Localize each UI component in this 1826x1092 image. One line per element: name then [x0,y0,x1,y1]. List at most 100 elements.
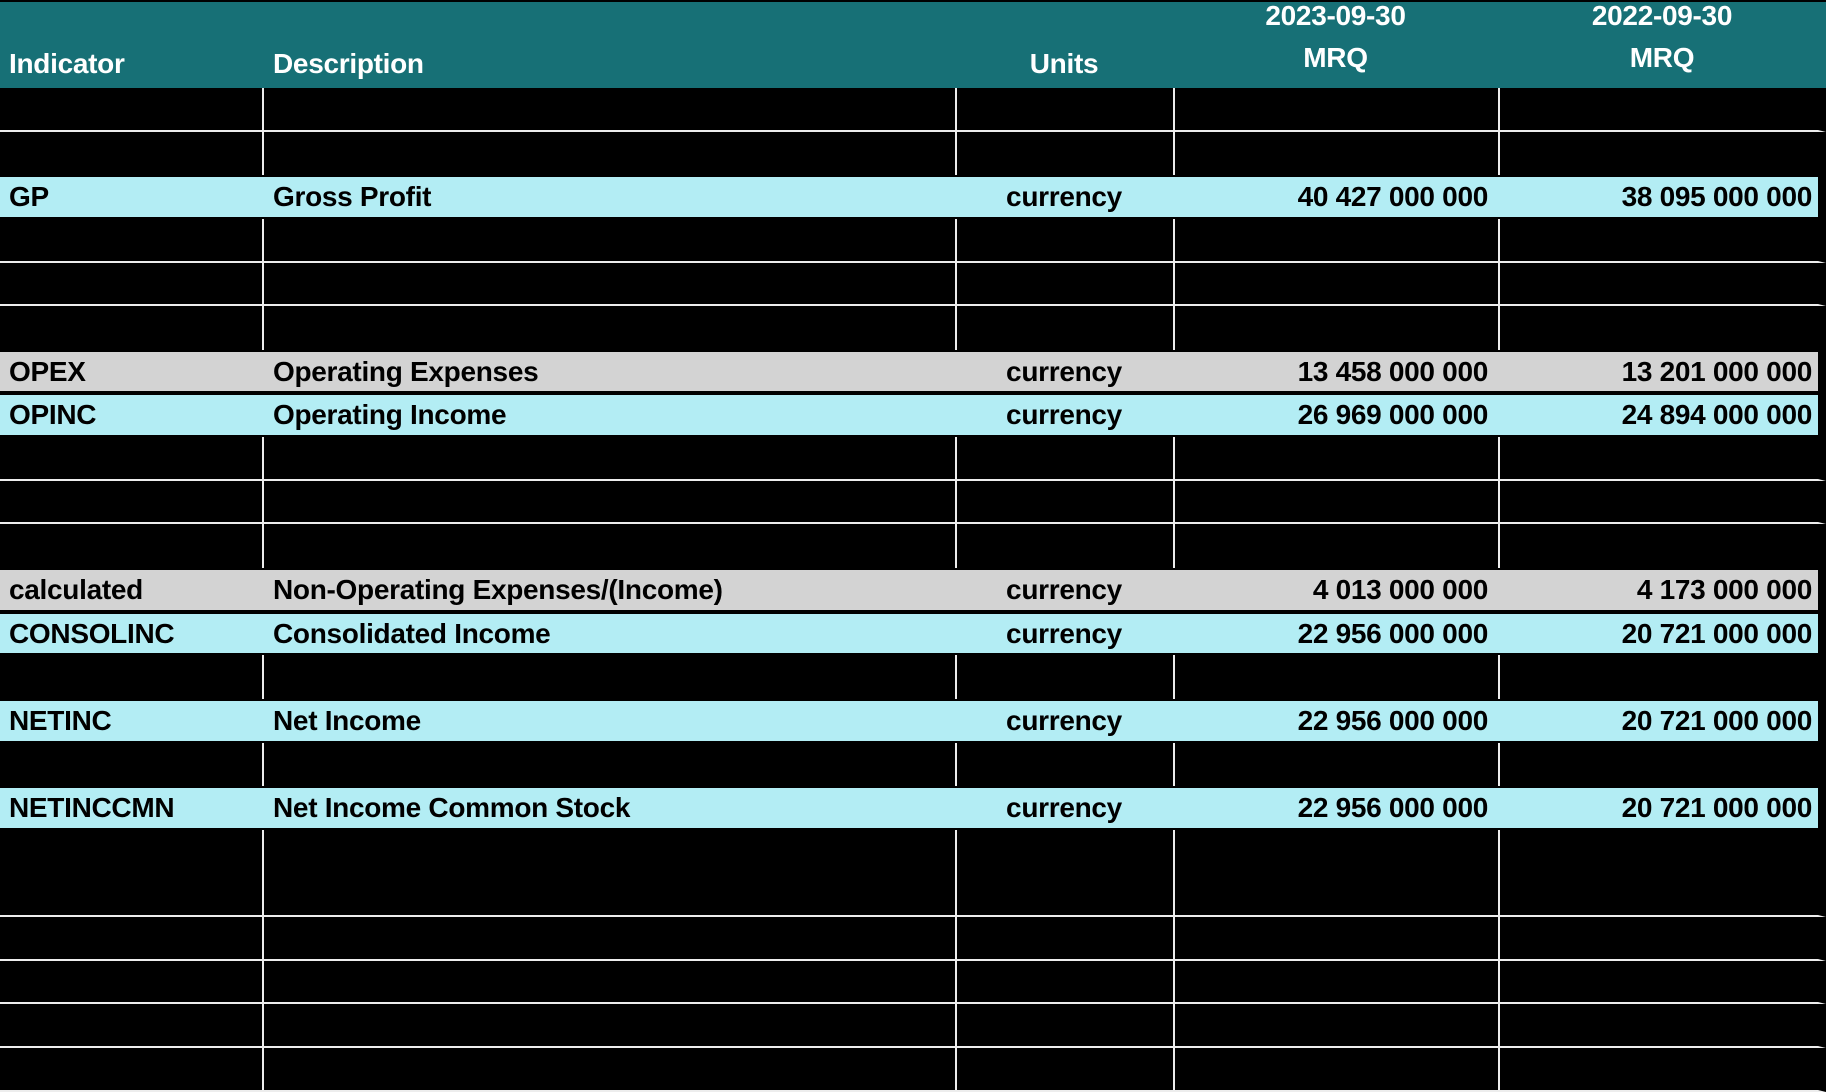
empty-cell-description[interactable] [262,873,955,916]
empty-cell-units[interactable] [955,1048,1173,1090]
cell-mrq-2023[interactable]: 22 956 000 000 [1297,704,1489,736]
empty-cell-description[interactable] [262,131,955,176]
cell-description[interactable]: Operating Income [273,399,507,431]
cell-units[interactable]: currency [1006,617,1122,649]
empty-cell-mrq-2022[interactable] [1498,88,1818,130]
cell-mrq-2022[interactable]: 20 721 000 000 [1621,617,1813,649]
empty-cell-mrq-2023[interactable] [1173,742,1498,787]
empty-cell-units[interactable] [955,131,1173,176]
cell-indicator[interactable]: NETINC [9,704,112,736]
cell-mrq-2023[interactable]: 4 013 000 000 [1312,573,1488,605]
empty-cell-mrq-2022[interactable] [1498,218,1818,261]
cell-description[interactable]: Operating Expenses [273,355,539,387]
cell-units[interactable]: currency [1006,355,1122,387]
empty-cell-units[interactable] [955,480,1173,523]
cell-description[interactable]: Consolidated Income [273,617,551,649]
cell-description[interactable]: Net Income [273,704,421,736]
empty-cell-description[interactable] [262,524,955,569]
empty-cell-description[interactable] [262,742,955,787]
cell-mrq-2022[interactable]: 20 721 000 000 [1621,704,1813,736]
cell-description[interactable]: Net Income Common Stock [273,792,631,824]
cell-indicator[interactable]: NETINCCMN [9,792,175,824]
cell-mrq-2022[interactable]: 20 721 000 000 [1621,792,1813,824]
cell-indicator[interactable]: OPEX [9,355,86,387]
empty-cell-description[interactable] [262,306,955,350]
empty-cell-indicator[interactable] [0,874,262,916]
cell-indicator[interactable]: OPINC [9,399,97,431]
empty-cell-units[interactable] [955,88,1173,130]
header-cell-2023-mrq[interactable]: 2023-09-30 MRQ [1173,0,1498,88]
cell-mrq-2023[interactable]: 13 458 000 000 [1297,355,1489,387]
empty-cell-indicator[interactable] [0,219,262,261]
empty-cell-mrq-2022[interactable] [1498,655,1818,699]
empty-cell-units[interactable] [955,873,1173,916]
empty-cell-description[interactable] [262,262,955,305]
header-cell-indicator[interactable]: Indicator [0,2,262,88]
empty-cell-indicator[interactable] [0,263,262,305]
empty-cell-units[interactable] [955,829,1173,874]
empty-cell-mrq-2023[interactable] [1173,873,1498,916]
empty-cell-mrq-2023[interactable] [1173,960,1498,1003]
cell-mrq-2023[interactable]: 26 969 000 000 [1297,399,1489,431]
empty-cell-description[interactable] [262,480,955,523]
empty-cell-mrq-2023[interactable] [1173,306,1498,350]
cell-indicator[interactable]: CONSOLINC [9,617,175,649]
empty-cell-mrq-2022[interactable] [1498,437,1818,479]
empty-cell-mrq-2022[interactable] [1498,306,1818,350]
cell-mrq-2023[interactable]: 22 956 000 000 [1297,617,1489,649]
empty-cell-indicator[interactable] [0,437,262,479]
empty-cell-description[interactable] [262,218,955,261]
empty-cell-units[interactable] [955,306,1173,350]
empty-cell-indicator[interactable] [0,132,262,176]
cell-description[interactable]: Non-Operating Expenses/(Income) [273,573,723,605]
empty-cell-mrq-2022[interactable] [1498,873,1818,916]
empty-cell-units[interactable] [955,960,1173,1003]
empty-cell-mrq-2022[interactable] [1498,1048,1818,1090]
empty-cell-mrq-2023[interactable] [1173,262,1498,305]
cell-indicator[interactable]: calculated [9,573,143,605]
empty-cell-indicator[interactable] [0,830,262,874]
empty-cell-indicator[interactable] [0,306,262,350]
empty-cell-mrq-2022[interactable] [1498,829,1818,874]
empty-cell-mrq-2022[interactable] [1498,262,1818,305]
empty-cell-description[interactable] [262,829,955,874]
empty-cell-units[interactable] [955,917,1173,959]
empty-cell-indicator[interactable] [0,88,262,130]
empty-cell-mrq-2023[interactable] [1173,655,1498,699]
cell-mrq-2022[interactable]: 13 201 000 000 [1621,355,1813,387]
empty-cell-mrq-2023[interactable] [1173,1048,1498,1090]
empty-cell-description[interactable] [262,1048,955,1090]
cell-units[interactable]: currency [1006,704,1122,736]
empty-cell-units[interactable] [955,218,1173,261]
empty-cell-units[interactable] [955,262,1173,305]
empty-cell-mrq-2023[interactable] [1173,218,1498,261]
empty-cell-mrq-2023[interactable] [1173,1004,1498,1047]
empty-cell-units[interactable] [955,742,1173,787]
empty-cell-mrq-2022[interactable] [1498,960,1818,1003]
empty-cell-units[interactable] [955,437,1173,479]
header-cell-units[interactable]: Units [955,2,1173,88]
empty-cell-description[interactable] [262,655,955,699]
empty-cell-indicator[interactable] [0,743,262,787]
empty-cell-description[interactable] [262,1004,955,1047]
header-cell-2022-mrq[interactable]: 2022-09-30 MRQ [1498,0,1826,88]
empty-cell-mrq-2022[interactable] [1498,131,1818,176]
empty-cell-mrq-2023[interactable] [1173,917,1498,959]
empty-cell-indicator[interactable] [0,961,262,1003]
empty-cell-mrq-2023[interactable] [1173,131,1498,176]
empty-cell-indicator[interactable] [0,655,262,699]
empty-cell-mrq-2023[interactable] [1173,88,1498,130]
cell-units[interactable]: currency [1006,792,1122,824]
empty-cell-units[interactable] [955,1004,1173,1047]
empty-cell-description[interactable] [262,437,955,479]
empty-cell-description[interactable] [262,88,955,130]
empty-cell-indicator[interactable] [0,524,262,568]
empty-cell-mrq-2022[interactable] [1498,742,1818,787]
empty-cell-mrq-2022[interactable] [1498,917,1818,959]
cell-units[interactable]: currency [1006,573,1122,605]
cell-description[interactable]: Gross Profit [273,181,432,213]
cell-mrq-2022[interactable]: 24 894 000 000 [1621,399,1813,431]
cell-mrq-2022[interactable]: 4 173 000 000 [1636,573,1812,605]
empty-cell-mrq-2023[interactable] [1173,829,1498,874]
empty-cell-indicator[interactable] [0,481,262,523]
